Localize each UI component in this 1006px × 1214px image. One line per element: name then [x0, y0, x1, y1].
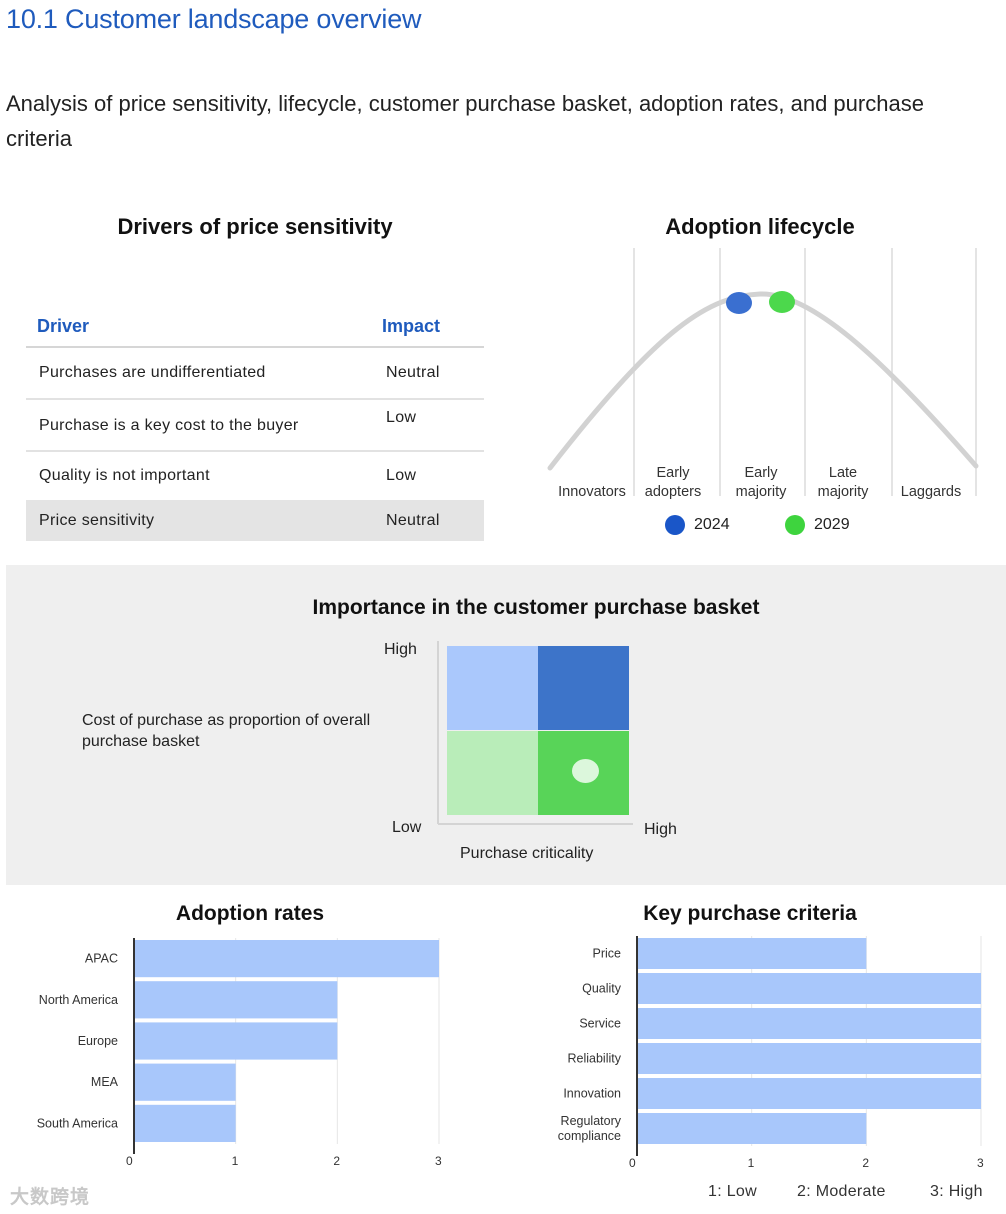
- adoption-rates-svg: 0 1 2 3 APAC North America Europe MEA South Amer…: [37, 938, 442, 1168]
- impact-cell: Low: [386, 467, 417, 484]
- bar: [637, 1008, 981, 1039]
- stage-label-laggards: Laggards: [896, 483, 966, 502]
- impact-column-header: Impact: [382, 315, 441, 336]
- position-marker: [572, 759, 599, 783]
- tick-label: 1: [748, 1156, 755, 1170]
- legend-label: 2024: [694, 516, 730, 533]
- x-high-label: High: [644, 821, 677, 838]
- driver-cell: Price sensitivity: [39, 511, 155, 529]
- stage-label-late-majority: Late majority: [808, 464, 878, 502]
- legend-2024: 2024: [665, 515, 730, 535]
- stage-label-line: Early: [744, 465, 778, 481]
- adoption-lifecycle-chart: Innovators Early adopters Early majority L…: [540, 246, 990, 546]
- category-label: Europe: [78, 1034, 118, 1048]
- basket-axes: [437, 641, 633, 825]
- tick-label: 0: [629, 1156, 636, 1170]
- stage-label-line: Laggards: [900, 484, 962, 500]
- impact-cell: Neutral: [386, 364, 440, 381]
- table-row: Purchase is a key cost to the buyer Low: [26, 400, 484, 452]
- category-label: North America: [39, 993, 118, 1007]
- lifecycle-curve-svg: [547, 248, 979, 496]
- y-high-label: High: [384, 641, 417, 658]
- category-label: Innovation: [563, 1087, 621, 1101]
- category-label: Price: [593, 947, 622, 961]
- y-low-label: Low: [392, 819, 422, 836]
- category-label: APAC: [85, 952, 118, 966]
- scale-legend-low: 1: Low: [708, 1183, 757, 1200]
- tick-label: 3: [435, 1154, 442, 1168]
- bar: [134, 1022, 338, 1060]
- table-row: Purchases are undifferentiated Neutral: [26, 348, 484, 400]
- driver-cell: Quality is not important: [39, 467, 210, 484]
- stage-label-line: majority: [735, 484, 787, 500]
- legend-2029: 2029: [785, 515, 850, 535]
- stage-label-innovators: Innovators: [554, 483, 630, 502]
- marker-2029: [769, 291, 795, 313]
- drivers-table-header: Driver Impact: [26, 306, 484, 348]
- bar: [134, 940, 439, 978]
- category-label: Quality: [582, 982, 622, 996]
- driver-column-header: Driver: [37, 315, 90, 336]
- category-label: Regulatory: [561, 1114, 622, 1128]
- stage-label-line: adopters: [644, 484, 702, 500]
- quadrant-top-right: [538, 646, 629, 730]
- category-label: Service: [579, 1017, 621, 1031]
- purchase-basket-panel: Importance in the customer purchase bask…: [6, 565, 1006, 885]
- x-axis-label: Purchase criticality: [460, 845, 594, 862]
- scale-legend-high: 3: High: [930, 1183, 983, 1200]
- tick-label: 1: [232, 1154, 239, 1168]
- quadrant-bottom-left: [447, 731, 538, 815]
- bar: [134, 1104, 236, 1142]
- intro-text: Analysis of price sensitivity, lifecycle…: [6, 91, 924, 151]
- category-label: South America: [37, 1116, 118, 1130]
- tick-label: 0: [126, 1154, 133, 1168]
- table-row: Quality is not important Low: [26, 452, 484, 500]
- adoption-rates-title: Adoption rates: [175, 902, 325, 925]
- bar: [637, 973, 981, 1004]
- basket-title: Importance in the customer purchase bask…: [312, 596, 760, 619]
- impact-cell: Neutral: [386, 511, 440, 529]
- legend-dot-2024: [665, 515, 685, 535]
- stage-label-line: Late: [828, 465, 858, 481]
- legend-dot-2029: [785, 515, 805, 535]
- drivers-table: Driver Impact Purchases are undifferenti…: [26, 306, 484, 541]
- lifecycle-title: Adoption lifecycle: [665, 214, 855, 239]
- tick-label: 3: [977, 1156, 984, 1170]
- table-row-highlighted: Price sensitivity Neutral: [26, 500, 484, 541]
- purchase-criteria-svg: 0 1 2 3 Price Quality Service Reliability Innova…: [558, 936, 984, 1170]
- bar: [637, 1078, 981, 1109]
- drivers-title: Drivers of price sensitivity: [117, 214, 393, 239]
- lifecycle-curve: [547, 291, 979, 471]
- category-label: Reliability: [568, 1052, 622, 1066]
- stage-label-line: majority: [817, 484, 869, 500]
- legend-label: 2029: [814, 516, 850, 533]
- impact-cell: Low: [386, 409, 417, 426]
- stage-label-early-adopters: Early adopters: [638, 464, 708, 502]
- driver-cell: Purchases are undifferentiated: [39, 364, 266, 381]
- bar: [637, 1113, 867, 1144]
- bar: [134, 1063, 236, 1101]
- page-title: 10.1 Customer landscape overview: [6, 4, 422, 34]
- category-label: compliance: [558, 1129, 621, 1143]
- watermark-logo: 大数跨境: [10, 1187, 91, 1208]
- bar: [637, 938, 867, 969]
- stage-label-line: Early: [656, 465, 690, 481]
- tick-label: 2: [333, 1154, 340, 1168]
- tick-label: 2: [862, 1156, 869, 1170]
- quadrant-top-left: [447, 646, 538, 730]
- scale-legend-moderate: 2: Moderate: [797, 1183, 886, 1200]
- driver-cell: Purchase is a key cost to the buyer: [39, 417, 299, 434]
- bar: [134, 981, 338, 1019]
- bar: [637, 1043, 981, 1074]
- marker-2024: [726, 292, 752, 314]
- purchase-criteria-title: Key purchase criteria: [643, 902, 857, 925]
- category-label: MEA: [91, 1075, 119, 1089]
- stage-label-early-majority: Early majority: [727, 464, 795, 502]
- purchase-criteria-chart: 0 1 2 3 Price Quality Service Reliability Innova…: [500, 930, 1006, 1170]
- adoption-rates-chart: 0 1 2 3 APAC North America Europe MEA South Amer…: [0, 930, 500, 1170]
- y-axis-label: Cost of purchase as proportion of overal…: [82, 712, 371, 750]
- stage-label-line: Innovators: [558, 484, 626, 500]
